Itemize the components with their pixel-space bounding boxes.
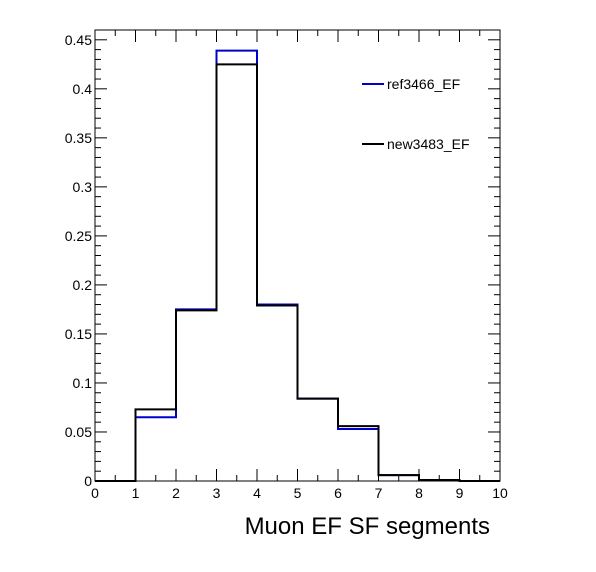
y-tick-label: 0.2 <box>73 277 93 293</box>
y-tick-label: 0.3 <box>73 179 93 195</box>
x-tick-label: 2 <box>172 485 180 501</box>
legend-label-new: new3483_EF <box>387 136 470 152</box>
x-tick-label: 0 <box>91 485 99 501</box>
x-tick-label: 5 <box>294 485 302 501</box>
y-tick-label: 0 <box>84 473 92 489</box>
x-tick-label: 10 <box>492 485 508 501</box>
y-axis: 0 0.05 0.1 0.15 0.2 0.25 0.3 0.35 0.4 0.45 <box>65 32 500 489</box>
x-tick-label: 6 <box>334 485 342 501</box>
plot-frame <box>94 29 501 482</box>
x-axis-title: Muon EF SF segments <box>245 513 490 540</box>
legend: ref3466_EF new3483_EF <box>362 76 470 152</box>
y-tick-label: 0.1 <box>73 375 93 391</box>
y-tick-label: 0.45 <box>65 32 92 48</box>
x-tick-label: 9 <box>456 485 464 501</box>
y-tick-label: 0.05 <box>65 424 92 440</box>
x-tick-label: 3 <box>213 485 221 501</box>
series-0-step-line <box>95 49 500 482</box>
legend-label-ref: ref3466_EF <box>387 76 460 92</box>
x-axis: 0 1 2 3 4 5 6 7 8 9 10 <box>91 30 508 501</box>
x-tick-label: 1 <box>132 485 140 501</box>
y-tick-label: 0.35 <box>65 130 92 146</box>
series-layer <box>95 49 500 482</box>
x-tick-label: 8 <box>415 485 423 501</box>
x-tick-label: 7 <box>375 485 383 501</box>
series-1-step-line <box>95 63 500 482</box>
x-tick-label: 4 <box>253 485 261 501</box>
y-tick-label: 0.4 <box>73 81 93 97</box>
y-tick-label: 0.25 <box>65 228 92 244</box>
y-tick-label: 0.15 <box>65 326 92 342</box>
